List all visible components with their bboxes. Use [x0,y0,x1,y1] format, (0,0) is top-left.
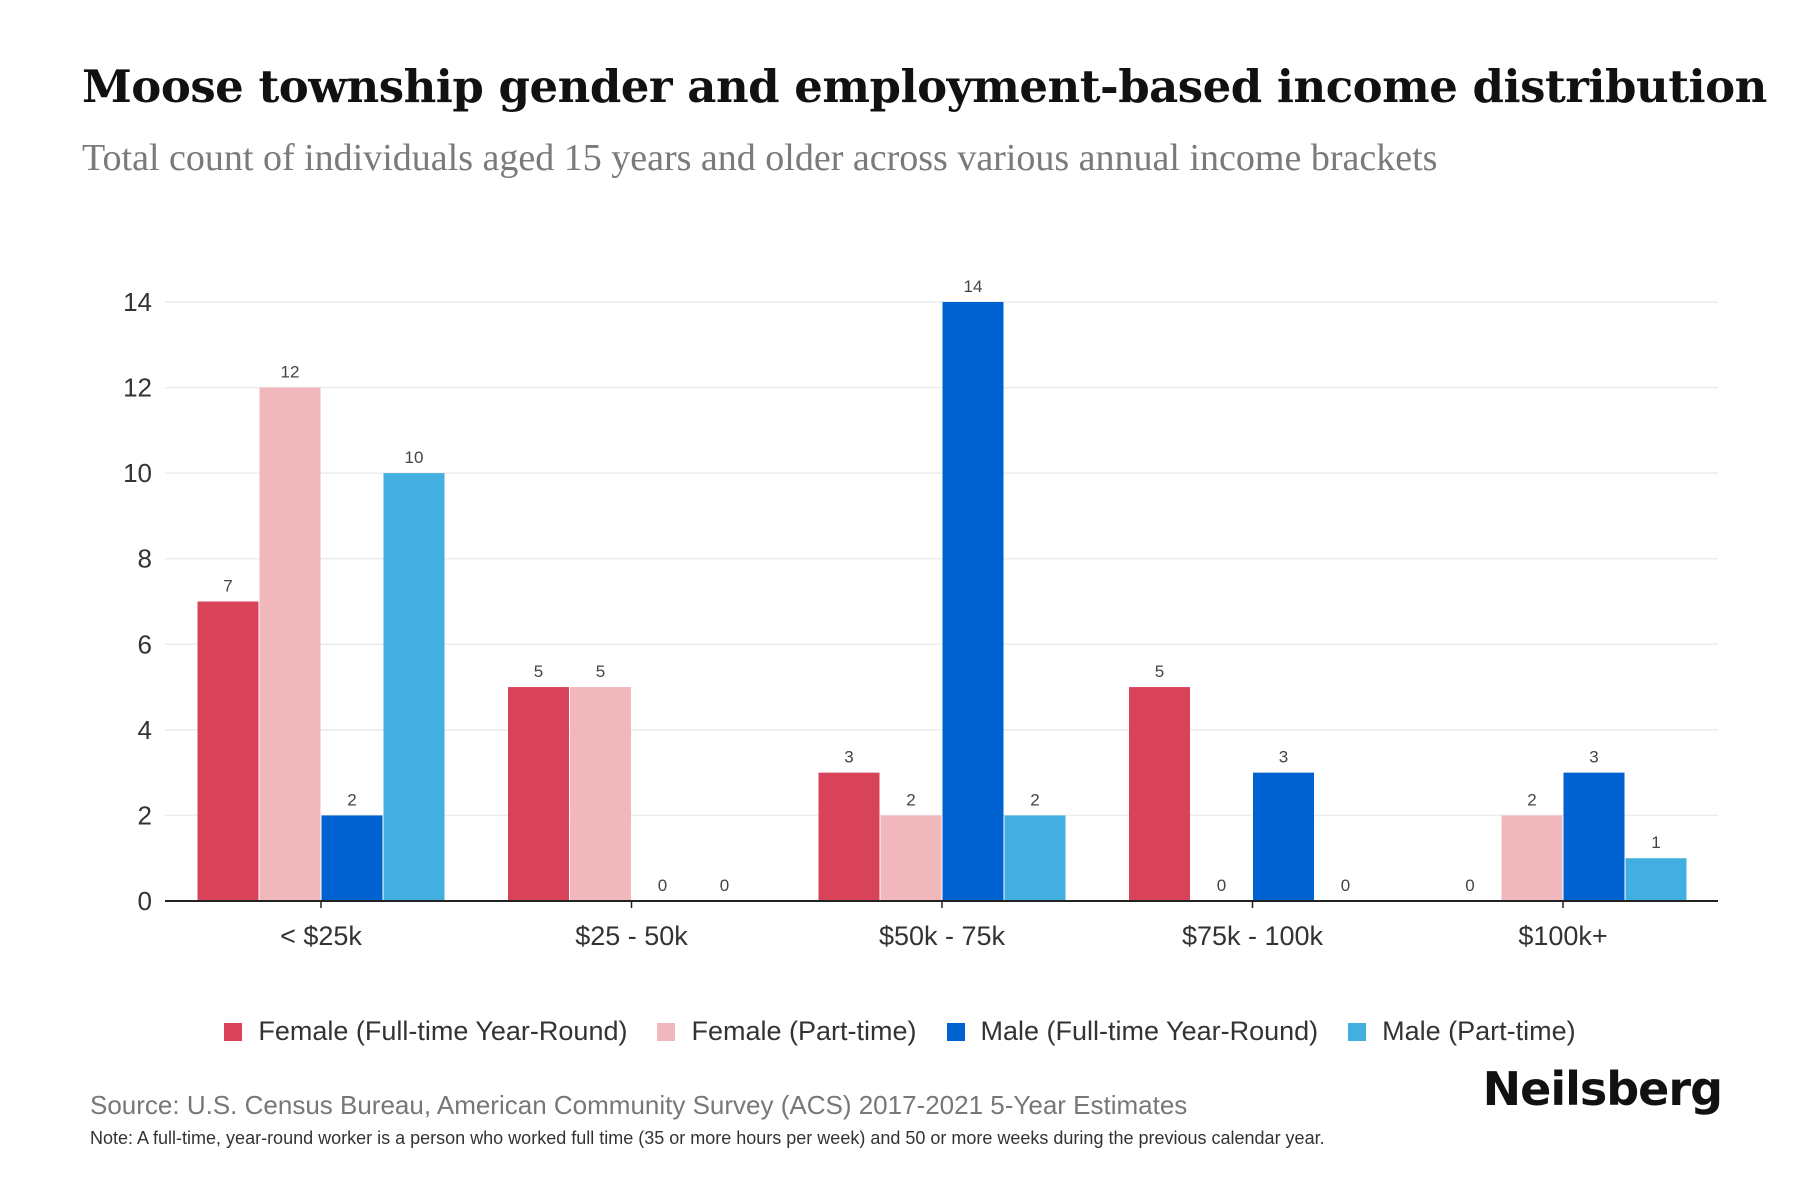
chart-title: Moose township gender and employment-bas… [82,60,1767,113]
x-tick-label: $75k - 100k [1182,921,1324,951]
data-label: 5 [534,662,543,681]
data-label: 0 [658,876,667,895]
data-labels: 7 12 2 10 5 5 0 0 3 2 14 2 5 0 3 0 0 2 3 1 [223,277,1660,895]
y-tick-label: 0 [138,886,152,916]
data-label: 12 [281,363,300,382]
bar [1625,858,1687,901]
data-label: 0 [720,876,729,895]
bar [880,815,942,901]
legend-label: Female (Full-time Year-Round) [258,1016,628,1046]
x-tick-label: $100k+ [1518,921,1607,951]
y-tick-label: 4 [138,715,152,745]
legend-item: Female (Part-time) [657,1016,917,1047]
legend-swatch [946,1022,965,1041]
source-text: Source: U.S. Census Bureau, American Com… [90,1090,1188,1120]
bar [321,815,383,901]
bar [570,687,631,901]
y-axis-ticks: 0 2 4 6 8 10 12 14 [123,287,152,916]
legend-item: Female (Full-time Year-Round) [224,1016,627,1047]
legend-label: Male (Full-time Year-Round) [980,1016,1319,1046]
bar [383,473,445,901]
data-label: 2 [1030,790,1039,809]
data-label: 2 [906,790,915,809]
chart-subtitle: Total count of individuals aged 15 years… [82,137,1438,179]
data-label: 2 [347,790,356,809]
data-label: 3 [844,748,853,767]
bar [1563,772,1625,901]
data-label: 5 [1155,662,1164,681]
data-label: 14 [964,277,983,296]
data-label: 0 [1465,876,1474,895]
bar-chart: 0 2 4 6 8 10 12 14 7 12 2 10 5 5 0 0 3 2 14 2 5 0 3 0 0 2 3 1 < $2… [123,277,1718,951]
bar [197,601,259,901]
legend-item: Male (Full-time Year-Round) [946,1016,1319,1047]
data-label: 0 [1217,876,1226,895]
x-tick-label: $25 - 50k [575,921,688,951]
data-label: 2 [1527,790,1536,809]
legend-label: Male (Part-time) [1382,1016,1576,1046]
legend-item: Male (Part-time) [1348,1016,1576,1047]
data-label: 3 [1279,748,1288,767]
y-tick-label: 2 [138,800,152,830]
x-axis-ticks: < $25k $25 - 50k $50k - 75k $75k - 100k $100… [280,901,1608,951]
legend-swatch [1348,1022,1367,1041]
y-tick-label: 12 [123,373,152,403]
y-tick-label: 6 [138,629,152,659]
legend-swatch [657,1022,676,1041]
bar [259,387,321,902]
bar [1501,815,1563,901]
data-label: 1 [1651,833,1660,852]
bar [1253,772,1314,901]
bar [818,772,880,901]
data-label: 5 [596,662,605,681]
y-tick-label: 14 [123,287,152,317]
bar [1004,815,1066,901]
legend-label: Female (Part-time) [691,1016,917,1046]
x-tick-label: $50k - 75k [879,921,1006,951]
data-label: 0 [1341,876,1350,895]
brand-logo: Neilsberg [1482,1062,1723,1116]
y-tick-label: 8 [138,544,152,574]
x-tick-label: < $25k [280,921,362,951]
bar [1129,687,1190,901]
bars [197,302,1687,902]
bar [508,687,569,901]
y-tick-label: 10 [123,458,152,488]
note-text: Note: A full-time, year-round worker is … [90,1128,1325,1148]
legend-swatch [224,1022,243,1041]
data-label: 10 [405,448,424,467]
data-label: 3 [1589,748,1598,767]
legend: Female (Full-time Year-Round) Female (Par… [0,1016,1800,1047]
data-label: 7 [223,577,232,596]
bar [942,302,1004,901]
